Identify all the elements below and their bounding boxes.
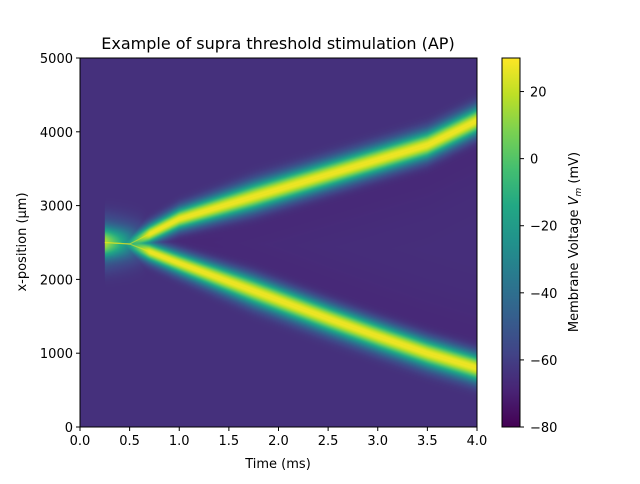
- y-tick-label: 1000: [40, 347, 73, 362]
- colorbar-tick-label: −60: [530, 354, 557, 369]
- colorbar-label-sub: m: [574, 188, 584, 197]
- colorbar-axis: 20 0 −20 −40 −60 −80: [520, 86, 557, 436]
- wave-fronts: [104, 120, 477, 369]
- x-axis-label: Time (ms): [244, 457, 311, 472]
- y-tick-label: 0: [65, 421, 73, 436]
- colorbar-label-var: V: [567, 195, 582, 205]
- x-axis: 0.0 0.5 1.0 1.5 2.0 2.5 3.0 3.5 4.0: [70, 427, 488, 449]
- y-tick-label: 4000: [40, 126, 73, 141]
- colorbar-tick-label: 0: [530, 153, 538, 168]
- colorbar-tick-label: 20: [530, 86, 547, 101]
- wave-front-2: [104, 241, 477, 369]
- y-axis: 0 1000 2000 3000 4000 5000: [40, 52, 80, 436]
- y-tick-label: 2000: [40, 273, 73, 288]
- colorbar: [501, 57, 521, 428]
- x-tick-label: 2.0: [268, 434, 289, 449]
- y-tick-label: 5000: [40, 52, 73, 67]
- x-tick-label: 1.0: [169, 434, 190, 449]
- colorbar-label: Membrane Voltage Vm (mV): [567, 152, 584, 332]
- wave-front-1: [104, 120, 477, 245]
- colorbar-tick-label: −20: [530, 220, 557, 235]
- x-tick-label: 3.5: [417, 434, 438, 449]
- heatmap-image: [80, 58, 477, 427]
- x-tick-label: 0.0: [70, 434, 91, 449]
- x-tick-label: 3.0: [367, 434, 388, 449]
- colorbar-tick-label: −40: [530, 287, 557, 302]
- y-axis-label: x-position (μm): [15, 192, 30, 291]
- x-tick-label: 0.5: [119, 434, 140, 449]
- colorbar-tick-label: −80: [530, 421, 557, 436]
- x-tick-label: 1.5: [219, 434, 240, 449]
- x-tick-label: 2.5: [318, 434, 339, 449]
- chart-title: Example of supra threshold stimulation (…: [101, 34, 454, 53]
- x-tick-label: 4.0: [467, 434, 488, 449]
- y-tick-label: 3000: [40, 200, 73, 215]
- colorbar-label-unit: (mV): [567, 152, 582, 188]
- colorbar-label-main: Membrane Voltage: [567, 205, 582, 332]
